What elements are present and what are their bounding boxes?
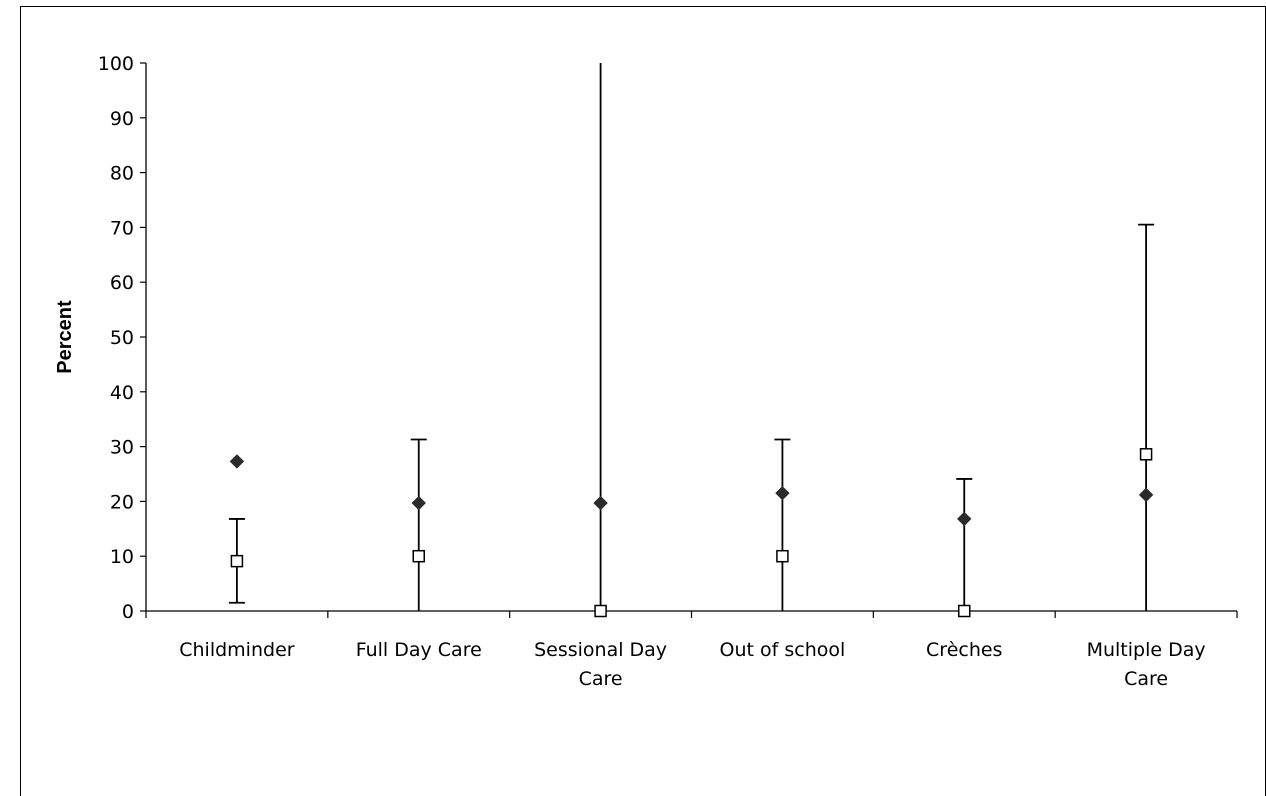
x-category-label: Sessional Day <box>534 639 667 661</box>
x-category-label: Full Day Care <box>356 639 482 661</box>
x-category-label: Multiple Day <box>1087 639 1206 661</box>
square-marker <box>412 549 425 563</box>
x-category-label: Childminder <box>179 639 295 661</box>
x-category-label: Out of school <box>720 639 846 661</box>
y-axis-title: Percent <box>54 300 76 374</box>
square-marker <box>958 604 971 618</box>
y-tick-label: 30 <box>110 437 134 459</box>
diamond-marker <box>1138 487 1154 503</box>
y-tick-label: 50 <box>110 327 134 349</box>
y-tick-label: 10 <box>110 546 134 568</box>
square-marker <box>230 554 244 568</box>
y-tick-label: 90 <box>110 108 134 130</box>
square-marker <box>776 549 789 563</box>
y-tick-label: 40 <box>110 382 134 404</box>
diamond-marker <box>593 495 608 511</box>
y-tick-label: 100 <box>98 53 134 75</box>
y-tick-label: 20 <box>110 491 134 513</box>
y-tick-label: 0 <box>122 601 134 623</box>
diamond-marker <box>957 511 972 527</box>
y-tick-label: 70 <box>110 217 134 239</box>
diamond-marker <box>775 485 790 501</box>
diamond-marker <box>229 454 245 469</box>
y-tick-label: 60 <box>110 272 134 294</box>
x-category-label: Care <box>1124 668 1168 690</box>
square-marker <box>594 604 607 618</box>
diamond-marker <box>411 495 426 511</box>
x-category-label: Crèches <box>926 639 1002 661</box>
y-tick-label: 80 <box>110 163 134 185</box>
x-category-label: Care <box>579 668 623 690</box>
square-marker <box>1139 448 1153 461</box>
